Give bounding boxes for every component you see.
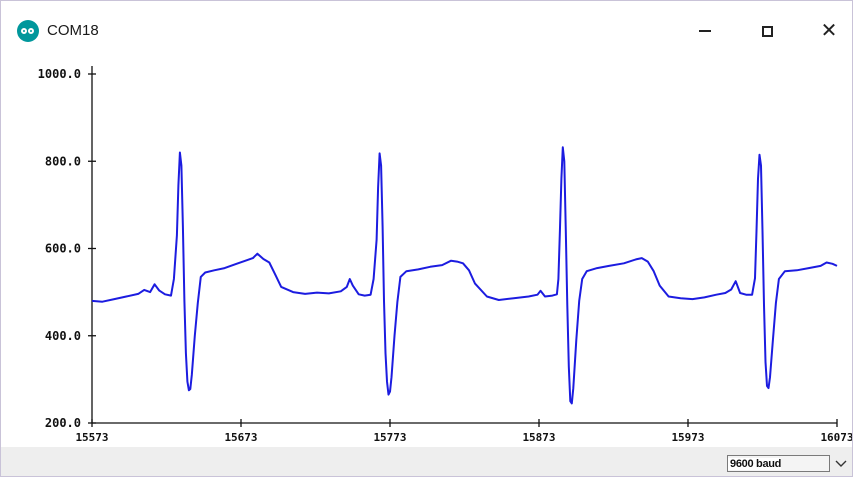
x-tick-label: 15973 bbox=[671, 431, 704, 444]
arduino-logo-icon bbox=[17, 20, 39, 42]
y-tick-label: 600.0 bbox=[45, 242, 81, 256]
maximize-icon bbox=[761, 25, 773, 37]
x-tick-label: 15873 bbox=[522, 431, 555, 444]
close-button[interactable]: ✕ bbox=[806, 13, 852, 49]
y-tick-label: 200.0 bbox=[45, 416, 81, 430]
x-tick-label: 15573 bbox=[75, 431, 108, 444]
x-tick-label: 16073 bbox=[820, 431, 852, 444]
signal-series-line bbox=[91, 146, 838, 405]
y-tick-label: 400.0 bbox=[45, 329, 81, 343]
status-bar: 9600 baud bbox=[1, 447, 852, 476]
x-tick-label: 15673 bbox=[224, 431, 257, 444]
minimize-button[interactable] bbox=[682, 13, 728, 49]
y-tick-label: 800.0 bbox=[45, 154, 81, 168]
minimize-icon bbox=[699, 30, 711, 32]
x-tick-label: 15773 bbox=[373, 431, 406, 444]
title-bar: COM18 ✕ bbox=[1, 1, 852, 59]
baud-dropdown-button[interactable] bbox=[833, 455, 849, 472]
close-icon: ✕ bbox=[820, 20, 838, 42]
maximize-button[interactable] bbox=[744, 13, 790, 49]
serial-plot-chart: 200.0 400.0 600.0 800.0 1000.0 15573 15673 1577… bbox=[38, 66, 852, 444]
window-title: COM18 bbox=[47, 22, 99, 39]
chevron-down-icon bbox=[835, 460, 847, 467]
y-tick-label: 1000.0 bbox=[38, 67, 81, 81]
baud-rate-select[interactable]: 9600 baud bbox=[727, 455, 830, 472]
baud-rate-value: 9600 baud bbox=[728, 457, 782, 470]
